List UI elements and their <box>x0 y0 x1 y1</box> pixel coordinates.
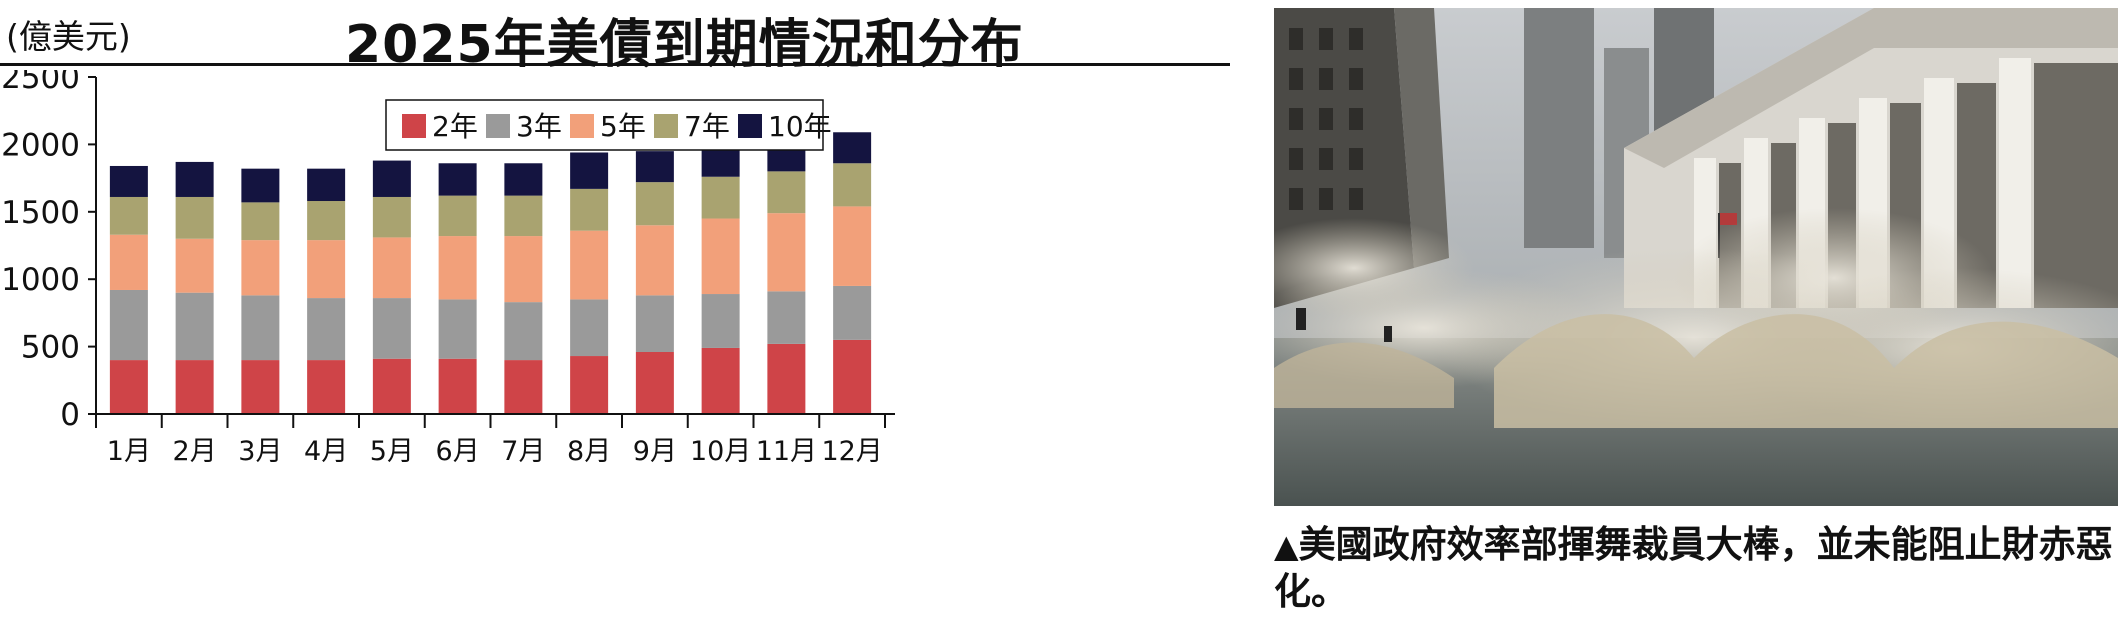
bar-segment-10年-10月 <box>701 145 740 177</box>
legend-label: 7年 <box>684 110 730 143</box>
bar-segment-7年-9月 <box>635 182 674 226</box>
bar-segment-2年-12月 <box>833 339 872 414</box>
bar-segment-10年-3月 <box>241 168 280 203</box>
bar-segment-5年-5月 <box>372 237 411 299</box>
bar-segment-3年-5月 <box>372 298 411 359</box>
x-tick-label: 12月 <box>821 436 882 467</box>
unit-label: (億美元) <box>6 17 131 56</box>
bar-segment-5年-11月 <box>767 213 806 292</box>
x-tick-label: 6月 <box>436 436 480 467</box>
bar-segment-10年-1月 <box>109 165 148 197</box>
bar-segment-2年-2月 <box>175 360 214 414</box>
bar-segment-7年-12月 <box>833 163 872 207</box>
caption-text: 美國政府效率部揮舞裁員大棒，並未能阻止財赤惡化。 <box>1274 523 2113 613</box>
title-divider <box>0 63 1230 66</box>
bar-segment-2年-9月 <box>635 351 674 414</box>
caption-marker: ▲ <box>1274 527 1299 565</box>
bar-segment-5年-7月 <box>504 236 543 303</box>
y-tick-label: 2000 <box>1 127 80 163</box>
bar-segment-10年-12月 <box>833 132 872 164</box>
x-tick-label: 8月 <box>567 436 611 467</box>
bar-segment-7年-2月 <box>175 196 214 239</box>
legend-label: 5年 <box>600 110 646 143</box>
bar-segment-7年-1月 <box>109 196 148 235</box>
bar-segment-10年-4月 <box>307 168 346 202</box>
bar-segment-10年-6月 <box>438 163 477 196</box>
y-axis: 0 500 1000 1500 2000 2500 <box>1 70 97 433</box>
bar-segment-7年-11月 <box>767 171 806 214</box>
x-tick-label: 9月 <box>633 436 677 467</box>
bar-segment-7年-6月 <box>438 195 477 237</box>
y-tick-label: 1000 <box>1 262 80 298</box>
legend-label: 10年 <box>768 110 832 143</box>
bar-segment-10年-2月 <box>175 161 214 197</box>
bar-segment-2年-6月 <box>438 358 477 414</box>
x-tick-label: 11月 <box>756 436 817 467</box>
bar-segment-5年-3月 <box>241 240 280 296</box>
legend-swatch <box>738 114 762 138</box>
legend-swatch <box>402 114 426 138</box>
bar-segment-10年-7月 <box>504 163 543 196</box>
x-tick-label: 10月 <box>690 436 751 467</box>
bar-segment-3年-7月 <box>504 302 543 361</box>
bar-segment-3年-11月 <box>767 291 806 344</box>
bar-segment-5年-12月 <box>833 206 872 286</box>
bar-segment-7年-10月 <box>701 176 740 219</box>
x-axis: 1月 2月 3月 4月 5月 6月 7月 8月 9月 10月 11月 12月 <box>95 413 895 467</box>
bar-segment-2年-4月 <box>307 360 346 414</box>
y-tick-label: 500 <box>21 330 80 366</box>
bar-segment-7年-3月 <box>241 202 280 241</box>
flooded-wall-street-photo <box>1274 8 2118 506</box>
y-tick-label: 0 <box>60 397 80 433</box>
bar-segment-5年-10月 <box>701 218 740 295</box>
bar-segment-2年-1月 <box>109 360 148 414</box>
bar-segment-3年-4月 <box>307 298 346 361</box>
bar-segment-7年-5月 <box>372 196 411 238</box>
bar-segment-5年-9月 <box>635 225 674 296</box>
bar-segment-3年-9月 <box>635 295 674 352</box>
bar-segment-10年-5月 <box>372 160 411 197</box>
legend-label: 2年 <box>432 110 478 143</box>
x-tick-label: 7月 <box>501 436 545 467</box>
x-tick-label: 3月 <box>238 436 282 467</box>
bar-segment-2年-10月 <box>701 347 740 414</box>
bar-segment-3年-10月 <box>701 294 740 348</box>
bar-segment-3年-3月 <box>241 295 280 361</box>
bar-segment-2年-7月 <box>504 360 543 414</box>
x-tick-label: 1月 <box>107 436 151 467</box>
bar-segment-2年-11月 <box>767 343 806 414</box>
bar-segment-7年-8月 <box>570 188 609 231</box>
bar-segment-5年-4月 <box>307 240 346 299</box>
bar-segment-10年-9月 <box>635 151 674 183</box>
legend: 2年 3年 5年 7年 10年 <box>385 99 832 151</box>
photo-caption: ▲美國政府效率部揮舞裁員大棒，並未能阻止財赤惡化。 <box>1274 522 2118 615</box>
x-tick-label: 5月 <box>370 436 414 467</box>
bar-segment-3年-12月 <box>833 285 872 340</box>
legend-swatch <box>486 114 510 138</box>
bar-segment-2年-3月 <box>241 360 280 414</box>
x-tick-label: 4月 <box>304 436 348 467</box>
bar-segment-3年-2月 <box>175 292 214 361</box>
legend-swatch <box>654 114 678 138</box>
legend-swatch <box>570 114 594 138</box>
bar-segment-5年-6月 <box>438 236 477 300</box>
bar-segment-3年-1月 <box>109 289 148 361</box>
y-tick-label: 2500 <box>1 70 80 96</box>
bar-segment-5年-8月 <box>570 230 609 300</box>
bar-segment-2年-5月 <box>372 358 411 414</box>
y-tick-label: 1500 <box>1 195 80 231</box>
bar-segment-10年-8月 <box>570 152 609 189</box>
bars <box>109 132 872 414</box>
bar-segment-3年-6月 <box>438 299 477 359</box>
bar-segment-5年-1月 <box>109 234 148 290</box>
bar-segment-5年-2月 <box>175 238 214 293</box>
bar-segment-3年-8月 <box>570 299 609 357</box>
x-tick-label: 2月 <box>173 436 217 467</box>
bar-segment-7年-4月 <box>307 201 346 241</box>
legend-label: 3年 <box>516 110 562 143</box>
bar-segment-2年-8月 <box>570 356 609 414</box>
bar-segment-7年-7月 <box>504 195 543 237</box>
